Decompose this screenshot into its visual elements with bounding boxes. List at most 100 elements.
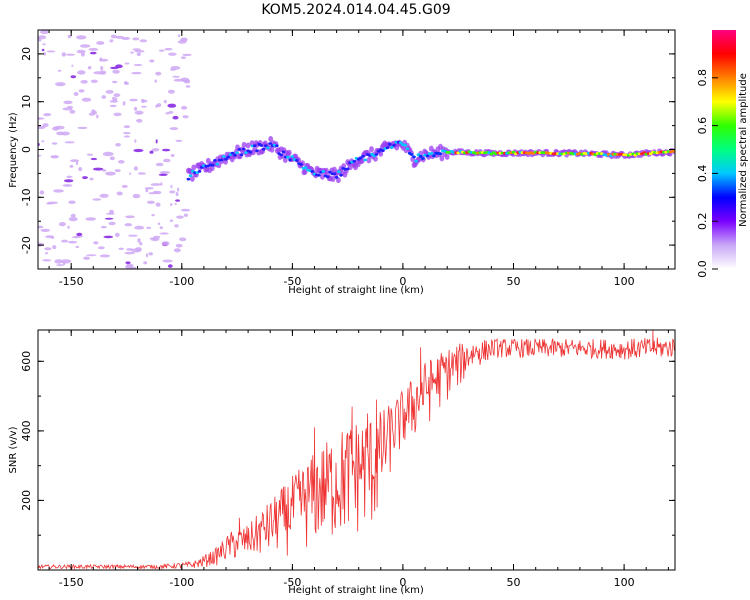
noise-speckle (118, 160, 125, 164)
noise-speckle (100, 66, 104, 71)
noise-speckle (159, 232, 169, 235)
y-tick-label: 20 (20, 47, 33, 61)
ridge-core (255, 149, 259, 153)
ridge-core (381, 149, 385, 153)
snr-marks (38, 330, 675, 570)
noise-speckle (70, 213, 76, 218)
noise-speckle (170, 68, 176, 71)
ridge-core (392, 143, 396, 147)
noise-speckle (162, 148, 171, 152)
ridge-outer (269, 146, 275, 153)
noise-speckle (40, 30, 50, 35)
noise-speckle (77, 70, 86, 75)
noise-speckle (93, 110, 97, 115)
noise-speckle (137, 238, 141, 243)
ridge-core (511, 150, 516, 154)
noise-speckle (163, 158, 171, 163)
ridge-core (387, 142, 392, 146)
ridge-outer (190, 175, 195, 182)
ridge-core (199, 166, 204, 169)
noise-speckle (90, 157, 98, 161)
noise-speckle (73, 92, 79, 96)
noise-speckle (155, 202, 161, 207)
ridge-core (224, 157, 228, 161)
noise-speckle (133, 148, 144, 153)
noise-speckle (141, 98, 145, 103)
noise-speckle (143, 261, 148, 265)
noise-speckle (169, 219, 173, 222)
noise-speckle (148, 252, 153, 256)
ridge-core (210, 163, 215, 167)
noise-speckle (112, 69, 120, 74)
noise-speckle (182, 53, 192, 57)
noise-speckle (170, 203, 173, 206)
noise-speckle (157, 222, 161, 226)
noise-speckle (67, 34, 72, 39)
noise-speckle (68, 200, 76, 204)
ridge-core (259, 144, 264, 147)
ridge-core (385, 146, 390, 150)
noise-speckle (181, 105, 188, 110)
noise-speckle (151, 148, 160, 152)
x-tick-label: -100 (169, 576, 194, 589)
ridge-core (398, 141, 403, 145)
noise-speckle (170, 184, 173, 189)
noise-speckle (92, 198, 102, 201)
ridge-core (403, 143, 408, 147)
noise-speckle (110, 34, 117, 39)
noise-speckle (145, 188, 149, 193)
noise-speckle (47, 201, 58, 205)
ridge-core (226, 155, 230, 159)
ridge-core (352, 159, 357, 163)
colorbar-ticks: 0.0 0.2 0.4 0.6 0.8 (696, 69, 718, 278)
noise-speckle (132, 37, 140, 41)
noise-speckle (134, 139, 137, 143)
noise-speckle (150, 183, 162, 186)
noise-speckle (158, 173, 168, 176)
noise-speckle (63, 179, 74, 183)
x-tick-label: 100 (614, 275, 635, 288)
noise-speckle (116, 191, 123, 196)
noise-speckle (89, 177, 94, 181)
y-tick-label: -10 (20, 188, 33, 206)
noise-speckle (185, 85, 191, 88)
noise-speckle (131, 71, 142, 75)
noise-speckle (80, 80, 88, 84)
ridge-outer (369, 146, 374, 153)
spectrogram-plot-area (38, 30, 675, 269)
noise-speckle (45, 252, 48, 255)
noise-speckle (136, 118, 143, 123)
ridge-outer (268, 136, 274, 142)
ridge-core (412, 155, 416, 159)
noise-speckle (169, 190, 176, 194)
noise-speckle (113, 93, 121, 97)
noise-speckle (78, 89, 85, 93)
ridge-outer (320, 173, 325, 180)
x-tick-label: 50 (507, 576, 521, 589)
noise-speckle (133, 64, 143, 66)
noise-speckle (153, 190, 158, 194)
snr-frame (37, 329, 676, 571)
ridge-core (253, 144, 257, 148)
noise-speckle (76, 35, 87, 40)
noise-speckle (124, 223, 133, 227)
noise-speckle (155, 104, 158, 108)
noise-speckle (38, 225, 44, 229)
noise-speckle (129, 98, 138, 102)
noise-speckle (125, 215, 135, 219)
noise-speckle (100, 225, 107, 229)
ridge-core (345, 167, 350, 171)
x-tick-label: -150 (59, 275, 84, 288)
noise-speckle (109, 156, 115, 161)
ridge-core (188, 174, 193, 178)
ridge-core (361, 154, 365, 158)
noise-speckle (160, 182, 163, 186)
noise-speckle (68, 240, 78, 244)
noise-speckle (90, 79, 98, 84)
noise-speckle (54, 125, 65, 130)
ridge-core (299, 163, 304, 166)
noise-speckle (90, 51, 97, 55)
noise-speckle (39, 190, 45, 195)
ridge-outer (282, 157, 288, 163)
